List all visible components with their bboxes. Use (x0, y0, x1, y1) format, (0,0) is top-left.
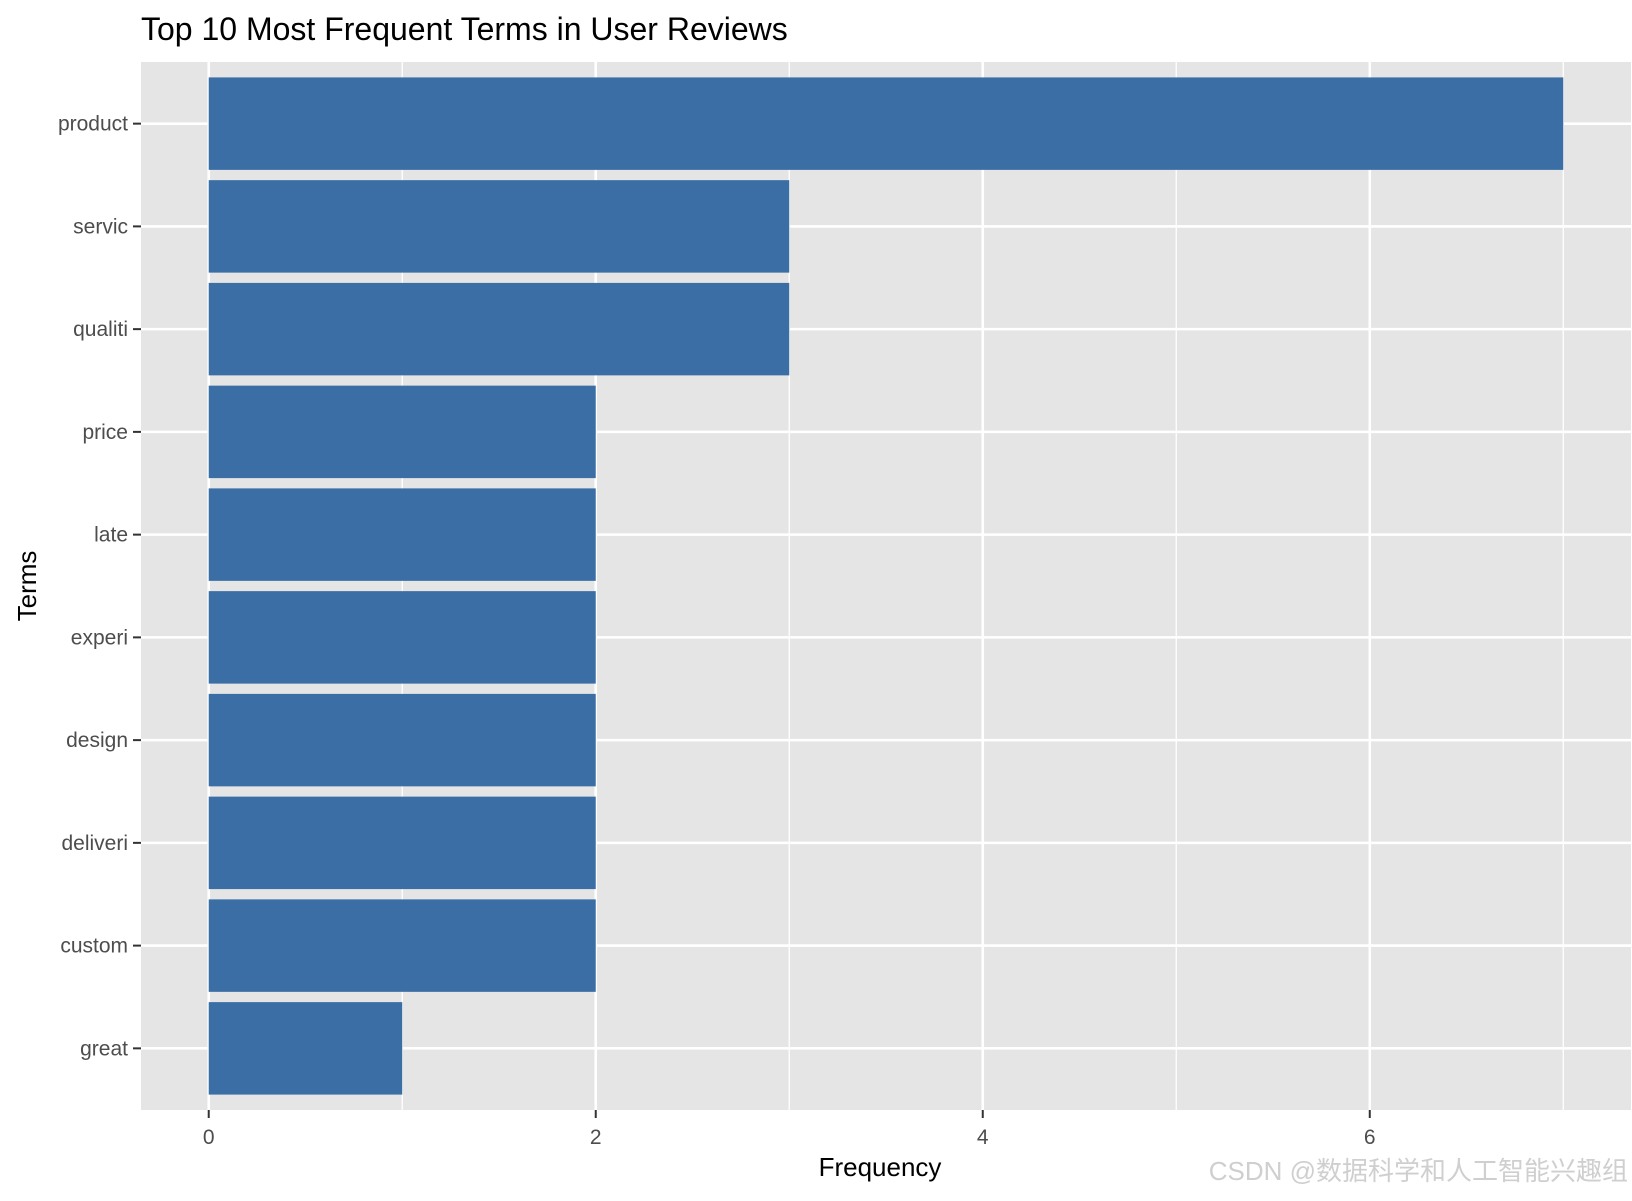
y-tick-label: great (80, 1037, 128, 1060)
bars (208, 77, 1564, 1095)
y-tick-label: servic (73, 215, 128, 238)
bar-custom (208, 899, 596, 992)
y-tick-label: late (94, 524, 128, 547)
y-tick-label: price (82, 421, 128, 444)
x-axis: 0 2 4 6 (203, 1110, 1376, 1149)
y-axis: product servic qualiti price late experi desig… (58, 113, 141, 1060)
bar-experi (208, 591, 596, 684)
x-axis-title: Frequency (819, 1152, 942, 1182)
chart-title: Top 10 Most Frequent Terms in User Revie… (141, 11, 788, 47)
bar-deliveri (208, 796, 596, 890)
bar-servic (208, 180, 790, 273)
bar-design (208, 693, 596, 787)
watermark-text: CSDN @数据科学和人工智能兴趣组 (1209, 1156, 1628, 1186)
y-tick-label: custom (60, 935, 128, 958)
x-tick-label: 6 (1364, 1126, 1376, 1149)
x-tick-label: 0 (203, 1126, 215, 1149)
y-tick-label: product (58, 113, 128, 136)
y-tick-label: design (66, 729, 128, 752)
y-axis-title: Terms (12, 551, 42, 622)
bar-product (208, 77, 1564, 170)
bar-qualiti (208, 282, 790, 376)
y-tick-label: deliveri (61, 832, 128, 855)
x-tick-label: 2 (590, 1126, 602, 1149)
bar-late (208, 488, 596, 581)
y-tick-label: qualiti (73, 318, 128, 341)
bar-price (208, 385, 596, 479)
bar-great (208, 1002, 403, 1095)
x-tick-label: 4 (977, 1126, 989, 1149)
y-tick-label: experi (71, 626, 128, 649)
